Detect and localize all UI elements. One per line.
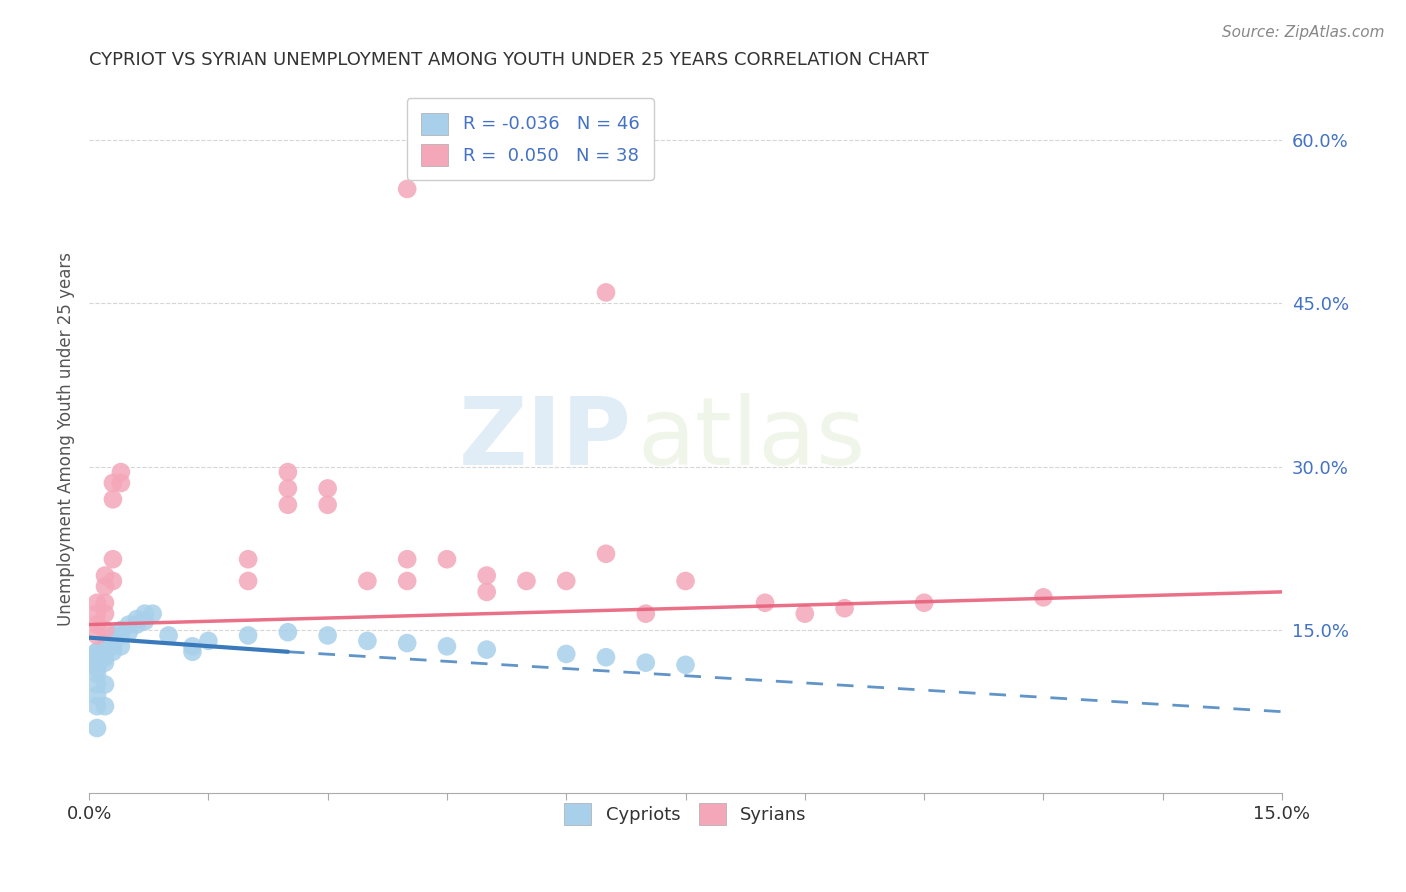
Point [125, 617, 148, 632]
Point [316, 628, 339, 642]
Y-axis label: Unemployment Among Youth under 25 years: Unemployment Among Youth under 25 years [58, 252, 75, 626]
Point [101, 645, 124, 659]
Point [157, 628, 180, 642]
Point [94, 656, 117, 670]
Point [356, 574, 378, 588]
Point [277, 498, 299, 512]
Point [197, 633, 219, 648]
Point [555, 647, 578, 661]
Point [101, 475, 124, 490]
Point [595, 285, 617, 300]
Point [396, 552, 419, 566]
Point [396, 182, 419, 196]
Point [675, 574, 697, 588]
Point [94, 699, 117, 714]
Point [475, 568, 498, 582]
Point [475, 642, 498, 657]
Point [110, 465, 132, 479]
Point [94, 642, 117, 657]
Point [101, 574, 124, 588]
Point [675, 657, 697, 672]
Point [236, 574, 259, 588]
Point [634, 607, 657, 621]
Point [475, 585, 498, 599]
Point [125, 612, 148, 626]
Point [754, 596, 776, 610]
Point [595, 650, 617, 665]
Point [1032, 591, 1054, 605]
Point [94, 640, 117, 654]
Point [86, 596, 108, 610]
Point [101, 492, 124, 507]
Point [94, 607, 117, 621]
Point [110, 623, 132, 637]
Point [316, 482, 339, 496]
Point [101, 628, 124, 642]
Point [110, 628, 132, 642]
Point [595, 547, 617, 561]
Point [181, 640, 204, 654]
Text: CYPRIOT VS SYRIAN UNEMPLOYMENT AMONG YOUTH UNDER 25 YEARS CORRELATION CHART: CYPRIOT VS SYRIAN UNEMPLOYMENT AMONG YOU… [89, 51, 929, 69]
Point [118, 617, 141, 632]
Text: atlas: atlas [638, 393, 866, 485]
Point [94, 568, 117, 582]
Point [134, 607, 156, 621]
Point [86, 617, 108, 632]
Point [86, 661, 108, 675]
Legend: Cypriots, Syrians: Cypriots, Syrians [555, 794, 815, 834]
Point [86, 677, 108, 691]
Point [277, 482, 299, 496]
Point [86, 607, 108, 621]
Point [86, 689, 108, 703]
Point [181, 645, 204, 659]
Point [134, 615, 156, 629]
Point [86, 721, 108, 735]
Point [277, 625, 299, 640]
Point [94, 579, 117, 593]
Point [236, 552, 259, 566]
Point [142, 607, 165, 621]
Point [793, 607, 815, 621]
Point [94, 650, 117, 665]
Point [356, 633, 378, 648]
Point [555, 574, 578, 588]
Point [86, 656, 108, 670]
Point [86, 650, 108, 665]
Point [118, 625, 141, 640]
Point [86, 628, 108, 642]
Point [86, 645, 108, 659]
Point [110, 640, 132, 654]
Point [436, 552, 458, 566]
Point [515, 574, 537, 588]
Point [110, 475, 132, 490]
Point [634, 656, 657, 670]
Point [94, 677, 117, 691]
Text: ZIP: ZIP [458, 393, 631, 485]
Point [86, 645, 108, 659]
Point [86, 666, 108, 681]
Point [912, 596, 935, 610]
Text: Source: ZipAtlas.com: Source: ZipAtlas.com [1222, 25, 1385, 40]
Point [834, 601, 856, 615]
Point [436, 640, 458, 654]
Point [101, 552, 124, 566]
Point [94, 623, 117, 637]
Point [101, 640, 124, 654]
Point [396, 574, 419, 588]
Point [94, 596, 117, 610]
Point [236, 628, 259, 642]
Point [86, 699, 108, 714]
Point [94, 647, 117, 661]
Point [277, 465, 299, 479]
Point [316, 498, 339, 512]
Point [396, 636, 419, 650]
Point [101, 633, 124, 648]
